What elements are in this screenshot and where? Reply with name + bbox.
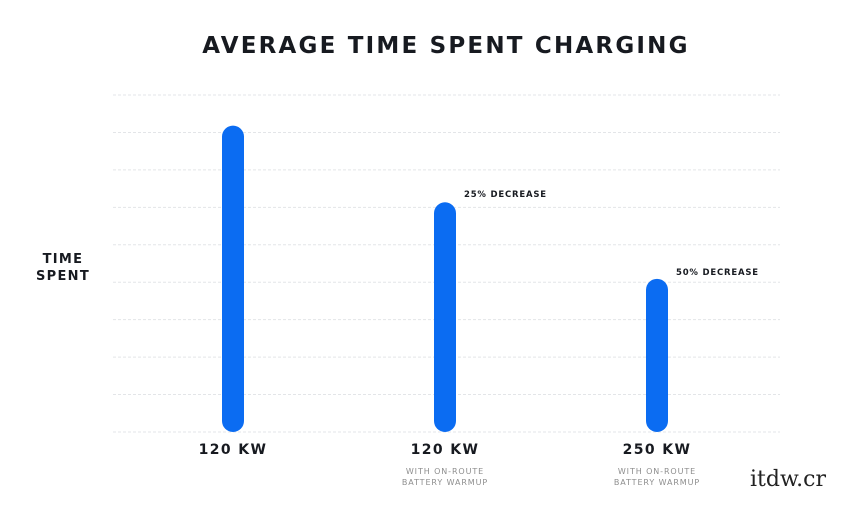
y-axis-label: TIME SPENT [20, 251, 106, 285]
chart-title: AVERAGE TIME SPENT CHARGING [202, 33, 690, 59]
x-tick-label-3: 250 KW [622, 442, 692, 458]
x-tick-sublabel-2: WITH ON-ROUTE BATTERY WARMUP [365, 466, 525, 488]
annotation-bar-2: 25% DECREASE [464, 190, 547, 200]
x-tick-label-1: 120 KW [198, 442, 268, 458]
bar-1 [222, 125, 244, 433]
watermark-text: itdw.cr [745, 467, 830, 492]
x-tick-label-2: 120 KW [410, 442, 480, 458]
x-tick-sublabel-3-line-1: WITH ON-ROUTE [617, 467, 697, 476]
x-tick-sublabel-2-line-1: WITH ON-ROUTE [405, 467, 485, 476]
annotation-bar-3: 50% DECREASE [676, 268, 759, 278]
x-tick-sublabel-3: WITH ON-ROUTE BATTERY WARMUP [577, 466, 737, 488]
y-axis-label-line-1: TIME [42, 252, 84, 267]
x-tick-sublabel-2-line-2: BATTERY WARMUP [401, 478, 489, 487]
bar-3 [646, 278, 668, 432]
x-tick-sublabel-3-line-2: BATTERY WARMUP [613, 478, 701, 487]
y-axis-label-line-2: SPENT [35, 269, 91, 284]
bar-2 [434, 202, 456, 432]
